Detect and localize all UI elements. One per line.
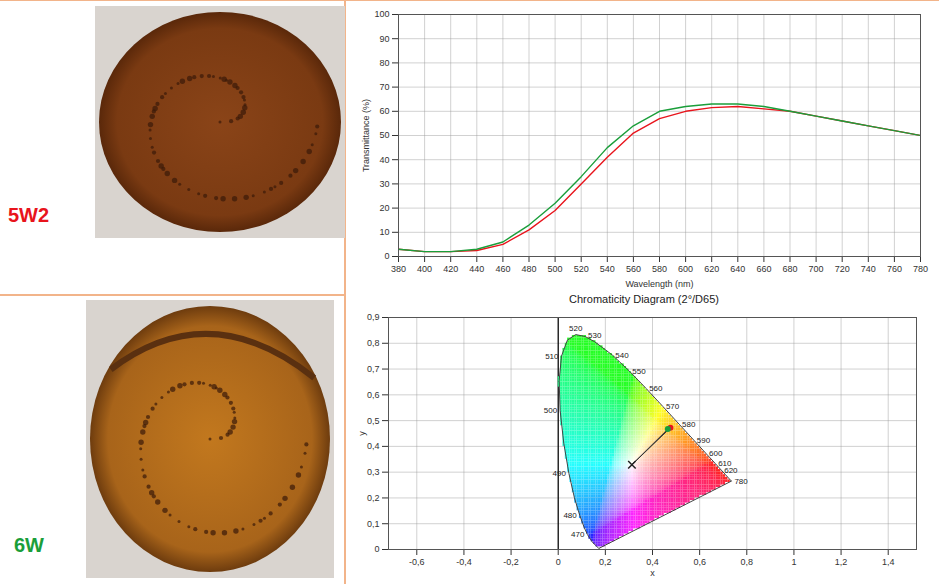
svg-text:0,3: 0,3 [367,467,380,477]
svg-text:0: 0 [556,557,561,567]
svg-text:380: 380 [391,264,406,274]
svg-text:760: 760 [887,264,902,274]
svg-text:0,7: 0,7 [367,364,380,374]
html-text:5W2: 5W2 [8,204,50,226]
svg-text:Transmittance (%): Transmittance (%) [361,99,371,172]
svg-text:560: 560 [649,384,663,393]
svg-text:540: 540 [615,351,629,360]
svg-text:440: 440 [469,264,484,274]
svg-text:780: 780 [913,264,928,274]
svg-text:0,2: 0,2 [367,493,380,503]
svg-text:Wavelength (nm): Wavelength (nm) [625,279,693,289]
svg-text:590: 590 [697,436,711,445]
svg-text:460: 460 [495,264,510,274]
svg-text:-0,2: -0,2 [503,557,519,567]
svg-text:510: 510 [545,352,559,361]
svg-text:0: 0 [374,544,379,554]
svg-text:520: 520 [574,264,589,274]
svg-text:80: 80 [379,58,389,68]
svg-text:560: 560 [626,264,641,274]
svg-text:660: 660 [756,264,771,274]
svg-text:570: 570 [666,402,680,411]
svg-text:60: 60 [379,106,389,116]
svg-text:90: 90 [379,34,389,44]
svg-text:550: 550 [632,367,646,376]
svg-text:0,4: 0,4 [367,441,380,451]
svg-text:30: 30 [379,179,389,189]
svg-text:0,2: 0,2 [599,557,612,567]
svg-text:400: 400 [417,264,432,274]
svg-text:600: 600 [678,264,693,274]
svg-text:0,6: 0,6 [693,557,706,567]
svg-text:490: 490 [553,469,567,478]
svg-text:680: 680 [782,264,797,274]
svg-text:420: 420 [443,264,458,274]
svg-text:0,9: 0,9 [367,312,380,322]
svg-text:580: 580 [652,264,667,274]
svg-text:70: 70 [379,82,389,92]
svg-text:-0,4: -0,4 [456,557,472,567]
svg-text:780: 780 [734,477,748,486]
svg-text:520: 520 [569,324,583,333]
svg-text:720: 720 [835,264,850,274]
svg-text:10: 10 [379,227,389,237]
svg-text:1,2: 1,2 [835,557,848,567]
svg-text:0,4: 0,4 [646,557,659,567]
svg-text:x: x [650,568,655,578]
svg-text:620: 620 [724,466,738,475]
svg-text:1,4: 1,4 [882,557,895,567]
svg-text:500: 500 [548,264,563,274]
svg-text:40: 40 [379,155,389,165]
svg-text:0,8: 0,8 [367,338,380,348]
svg-text:0,8: 0,8 [741,557,754,567]
svg-text:620: 620 [704,264,719,274]
svg-text:0: 0 [384,251,389,261]
svg-text:470: 470 [571,530,585,539]
svg-text:610: 610 [718,459,732,468]
svg-text:640: 640 [730,264,745,274]
svg-text:1: 1 [791,557,796,567]
svg-text:700: 700 [809,264,824,274]
svg-text:0,6: 0,6 [367,390,380,400]
svg-text:-0,6: -0,6 [409,557,425,567]
svg-text:100: 100 [374,9,389,19]
svg-text:740: 740 [861,264,876,274]
svg-text:540: 540 [600,264,615,274]
html-text:6W: 6W [14,534,44,556]
svg-text:480: 480 [521,264,536,274]
svg-text:50: 50 [379,130,389,140]
svg-text:20: 20 [379,203,389,213]
svg-text:480: 480 [563,511,577,520]
svg-text:600: 600 [709,449,723,458]
html-text:Chromaticity Diagram (2°/D65): Chromaticity Diagram (2°/D65) [569,293,719,305]
svg-text:530: 530 [588,331,602,340]
svg-text:0,5: 0,5 [367,415,380,425]
svg-text:0,1: 0,1 [367,519,380,529]
svg-text:y: y [357,431,367,436]
svg-text:500: 500 [544,406,558,415]
svg-text:580: 580 [682,420,696,429]
